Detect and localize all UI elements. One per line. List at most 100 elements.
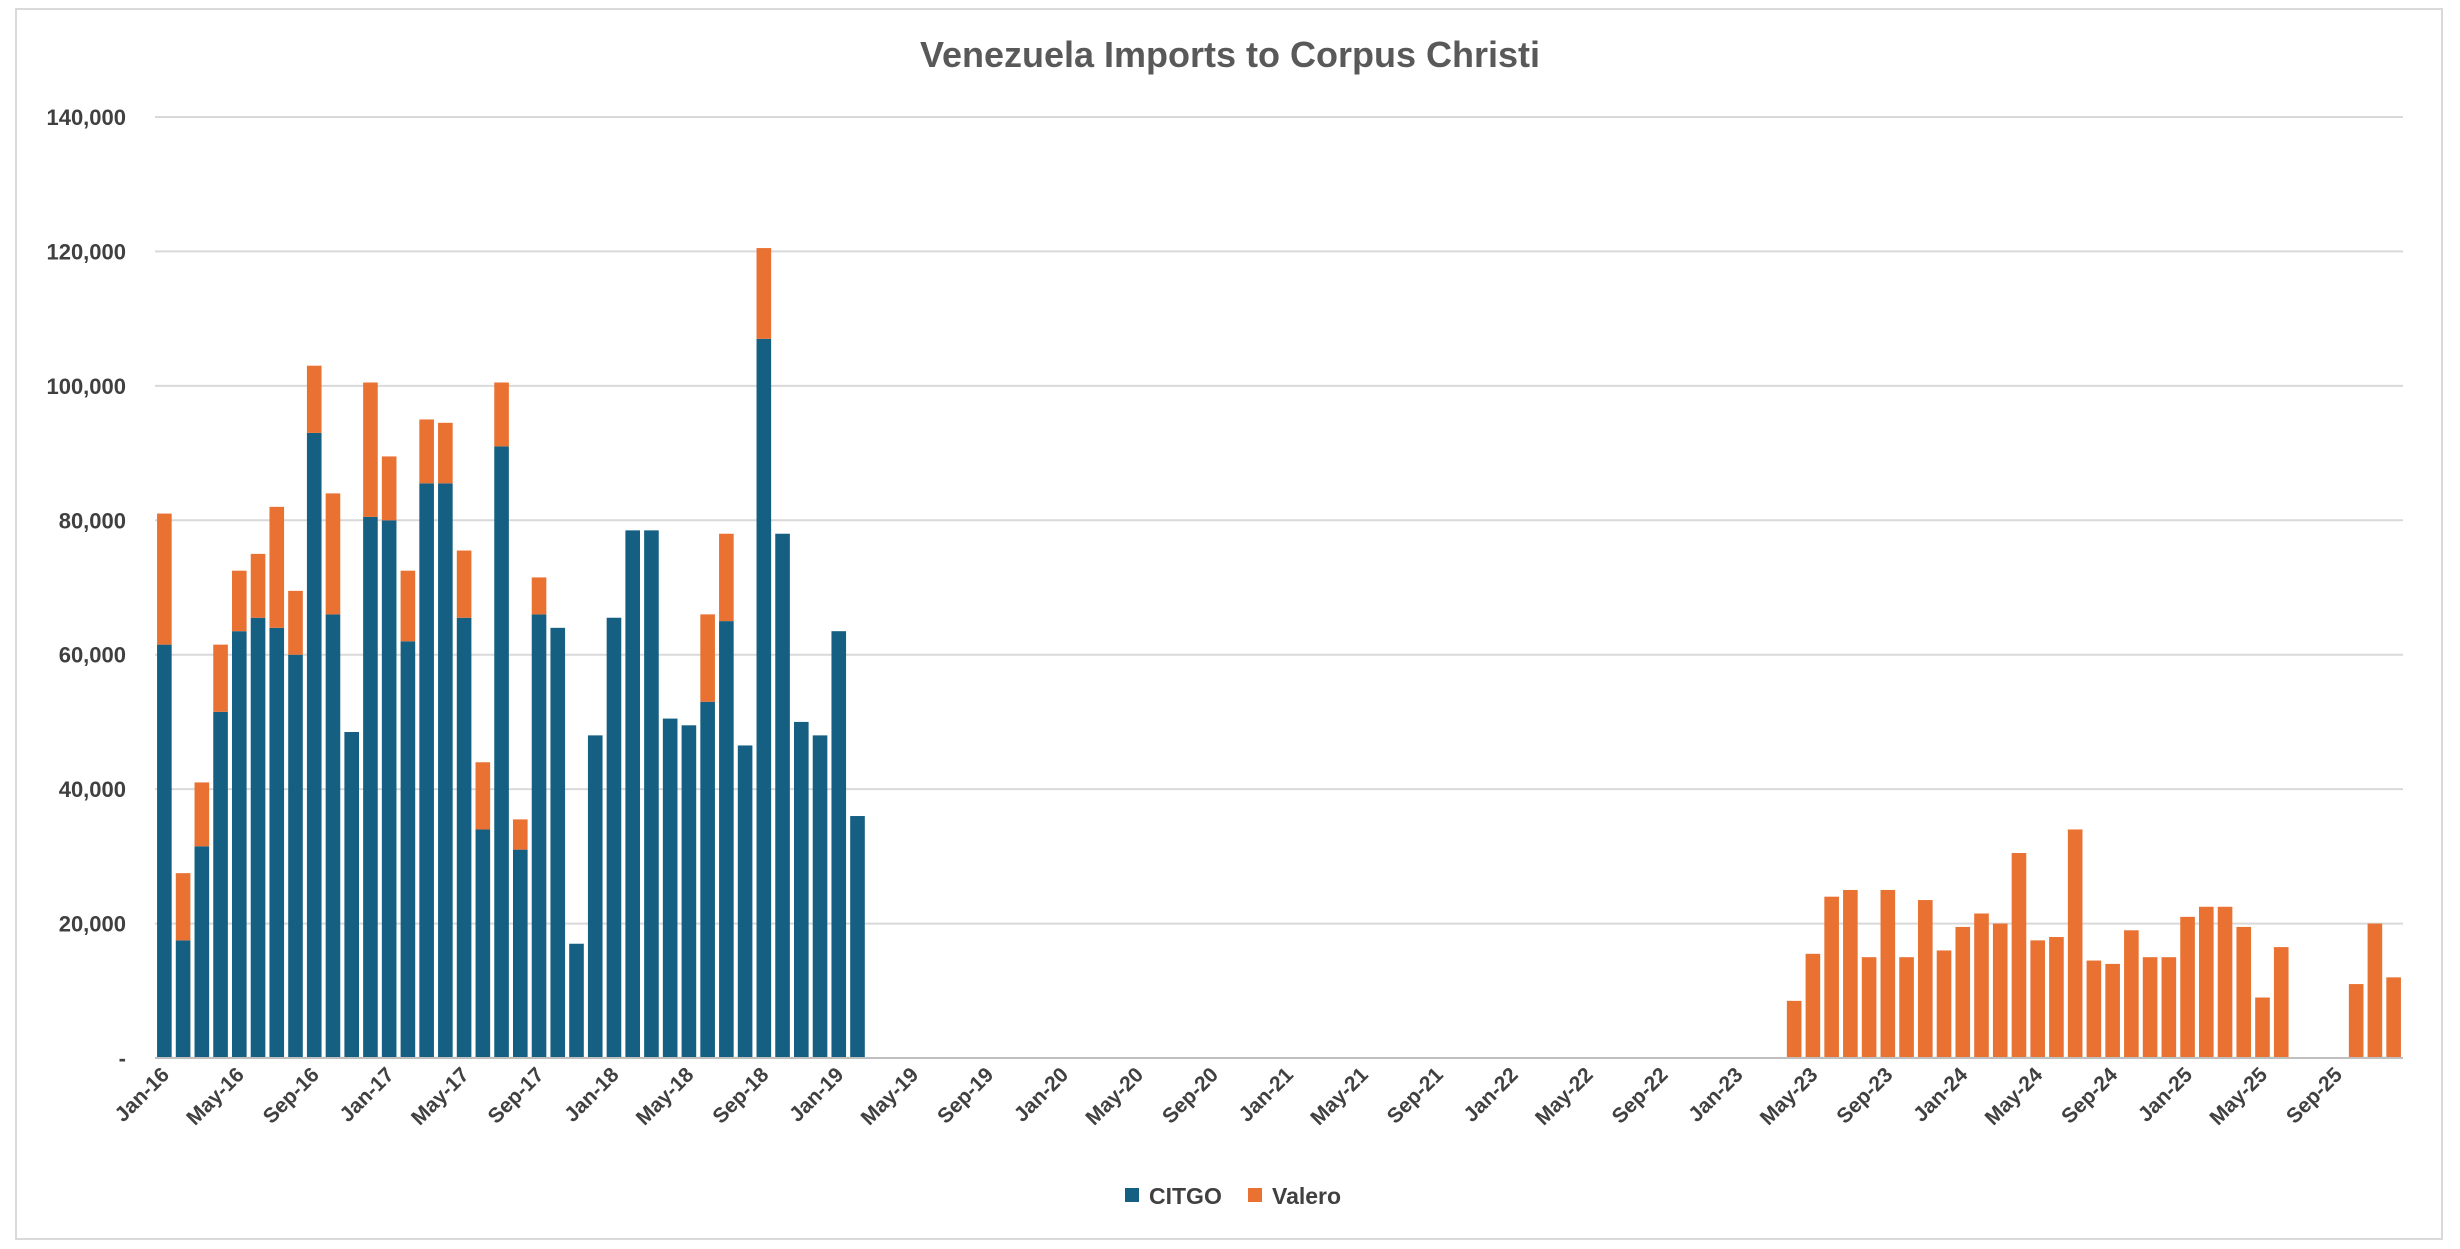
bar-valero-Dec-16 xyxy=(363,382,378,517)
bar-valero-Sep-16 xyxy=(306,365,322,433)
bar-valero-Jan-16 xyxy=(157,513,172,645)
bar-citgo-Dec-16 xyxy=(363,516,378,1058)
x-tick-label: Sep-19 xyxy=(933,1063,998,1128)
bar-valero-Oct-24 xyxy=(2124,930,2139,1058)
bar-citgo-Aug-17 xyxy=(512,849,528,1058)
bar-citgo-Apr-17 xyxy=(438,483,453,1058)
y-tick-label: 100,000 xyxy=(46,374,126,399)
bar-valero-Jul-18 xyxy=(719,533,734,622)
bar-citgo-Jul-17 xyxy=(494,446,509,1059)
bar-valero-Feb-16 xyxy=(175,873,191,941)
bar-valero-Apr-17 xyxy=(438,422,453,484)
x-tick-label: Jan-22 xyxy=(1459,1063,1522,1126)
bar-citgo-Feb-17 xyxy=(400,641,416,1058)
bar-valero-Jul-16 xyxy=(269,506,285,628)
bar-valero-Jul-23 xyxy=(1843,889,1858,1058)
bar-citgo-Jan-19 xyxy=(831,631,847,1058)
legend-label-citgo: CITGO xyxy=(1149,1183,1222,1209)
bar-valero-Oct-25 xyxy=(2348,984,2364,1058)
x-tick-label: May-25 xyxy=(2205,1063,2272,1130)
grid-lines xyxy=(155,116,2403,925)
bar-citgo-Mar-18 xyxy=(644,530,659,1058)
y-tick-label: 20,000 xyxy=(59,912,126,937)
bar-valero-Dec-24 xyxy=(2161,957,2177,1058)
x-tick-label: May-18 xyxy=(632,1063,699,1130)
y-tick-label: 80,000 xyxy=(59,508,126,533)
bar-citgo-Apr-16 xyxy=(213,711,228,1058)
bar-valero-Feb-24 xyxy=(1974,913,1989,1058)
bar-valero-Jun-18 xyxy=(700,614,715,702)
legend[interactable]: CITGO Valero xyxy=(1125,1183,1341,1209)
x-tick-label: Sep-21 xyxy=(1383,1063,1448,1128)
bar-citgo-Aug-18 xyxy=(737,745,753,1058)
x-tick-label: Jan-20 xyxy=(1010,1063,1073,1126)
bar-valero-Jul-24 xyxy=(2067,829,2083,1058)
x-tick-label: Jan-16 xyxy=(111,1063,174,1126)
bar-citgo-Aug-16 xyxy=(288,654,303,1058)
chart-title: Venezuela Imports to Corpus Christi xyxy=(920,34,1540,75)
bar-valero-Jun-25 xyxy=(2273,947,2289,1058)
x-tick-label: May-22 xyxy=(1531,1063,1598,1130)
legend-label-valero: Valero xyxy=(1272,1183,1341,1209)
x-tick-label: Sep-25 xyxy=(2282,1063,2347,1128)
x-tick-label: May-20 xyxy=(1081,1063,1148,1130)
bar-citgo-Jul-18 xyxy=(719,621,734,1058)
bar-citgo-Mar-16 xyxy=(194,846,210,1058)
y-tick-label: 60,000 xyxy=(59,643,126,668)
x-tick-label: Sep-18 xyxy=(708,1063,773,1128)
bar-citgo-May-18 xyxy=(681,725,697,1058)
x-tick-label: Jan-21 xyxy=(1235,1063,1299,1127)
x-tick-label: Sep-24 xyxy=(2057,1063,2122,1128)
bar-citgo-Jan-17 xyxy=(381,520,397,1058)
bar-citgo-Sep-17 xyxy=(531,614,547,1058)
bar-valero-Jun-24 xyxy=(2049,937,2064,1058)
x-tick-label: Sep-16 xyxy=(259,1063,324,1128)
bar-valero-Mar-25 xyxy=(2217,906,2233,1058)
x-tick-label: Sep-22 xyxy=(1608,1063,1673,1128)
bar-valero-Apr-25 xyxy=(2236,926,2252,1058)
bar-valero-Sep-24 xyxy=(2105,963,2120,1058)
bar-citgo-Dec-17 xyxy=(587,735,603,1058)
bar-citgo-Feb-19 xyxy=(850,816,865,1058)
bar-valero-Jan-24 xyxy=(1955,926,1971,1058)
bar-citgo-Sep-18 xyxy=(756,338,772,1058)
bar-valero-Aug-16 xyxy=(288,590,303,655)
bar-valero-Jul-17 xyxy=(494,382,509,447)
bar-citgo-Feb-18 xyxy=(625,530,641,1058)
bar-valero-May-23 xyxy=(1805,953,1821,1058)
bar-valero-Apr-16 xyxy=(213,644,228,712)
bar-citgo-Oct-17 xyxy=(550,627,566,1058)
bar-citgo-Nov-18 xyxy=(793,721,809,1058)
y-tick-label: - xyxy=(119,1046,126,1071)
bar-citgo-Feb-16 xyxy=(175,940,191,1058)
x-tick-label: May-24 xyxy=(1981,1063,2048,1130)
y-axis-labels: - 20,000 40,000 60,000 80,000 100,000 120,000 1… xyxy=(46,105,126,1071)
bar-citgo-Dec-18 xyxy=(812,735,828,1058)
bar-valero-Sep-18 xyxy=(756,248,772,339)
bar-valero-Aug-23 xyxy=(1861,957,1877,1058)
bar-citgo-Jan-18 xyxy=(606,617,622,1058)
bar-citgo-Jul-16 xyxy=(269,627,285,1058)
bar-valero-Jun-16 xyxy=(250,553,266,618)
bar-valero-Mar-17 xyxy=(419,419,434,484)
bar-valero-Feb-25 xyxy=(2198,906,2214,1058)
x-tick-label: Jan-23 xyxy=(1684,1063,1747,1126)
x-tick-label: Sep-17 xyxy=(484,1063,549,1128)
bar-citgo-Sep-16 xyxy=(306,432,322,1059)
x-axis-labels: Jan-16 May-16 Sep-16 Jan-17 May-17 Sep-17 Jan-… xyxy=(111,1063,2348,1130)
bar-valero-Sep-17 xyxy=(531,577,547,615)
bar-valero-Jan-25 xyxy=(2180,916,2195,1058)
bar-valero-May-17 xyxy=(456,550,472,618)
bar-valero-Apr-23 xyxy=(1786,1000,1802,1058)
bar-citgo-May-17 xyxy=(456,617,472,1058)
bar-citgo-Oct-18 xyxy=(775,533,790,1058)
bar-valero-Feb-17 xyxy=(400,570,416,642)
bar-valero-Jun-23 xyxy=(1824,896,1839,1058)
legend-swatch-valero xyxy=(1248,1188,1262,1202)
x-tick-label: May-19 xyxy=(857,1063,924,1130)
bar-valero-Sep-23 xyxy=(1880,889,1896,1058)
bar-valero-Oct-16 xyxy=(325,493,341,615)
x-tick-label: Sep-23 xyxy=(1832,1063,1897,1128)
bar-valero-Nov-24 xyxy=(2142,957,2158,1058)
